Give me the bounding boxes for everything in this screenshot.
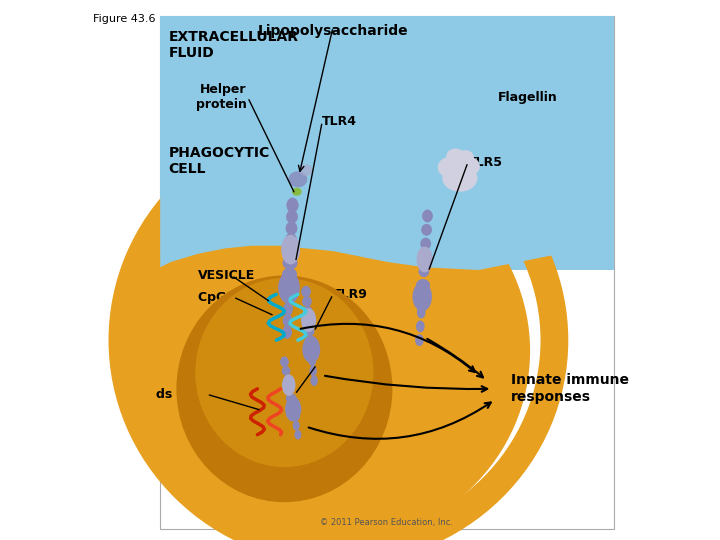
Ellipse shape — [305, 336, 317, 347]
Ellipse shape — [282, 279, 297, 293]
Ellipse shape — [305, 326, 315, 336]
Ellipse shape — [421, 224, 432, 236]
Ellipse shape — [442, 165, 477, 192]
Ellipse shape — [286, 221, 297, 235]
Ellipse shape — [289, 411, 300, 421]
Ellipse shape — [286, 393, 297, 403]
Ellipse shape — [300, 164, 312, 176]
Ellipse shape — [283, 302, 293, 316]
Ellipse shape — [416, 279, 430, 291]
Text: Helper
protein: Helper protein — [196, 83, 246, 111]
Text: Flagellin: Flagellin — [498, 91, 557, 104]
Ellipse shape — [304, 316, 314, 327]
Text: TLR3: TLR3 — [317, 358, 351, 371]
Ellipse shape — [285, 384, 294, 394]
Ellipse shape — [282, 256, 297, 269]
Text: Figure 43.6: Figure 43.6 — [93, 14, 156, 24]
Text: PHAGOCYTIC
CELL: PHAGOCYTIC CELL — [168, 146, 269, 176]
Ellipse shape — [302, 286, 310, 298]
Ellipse shape — [302, 296, 312, 307]
Ellipse shape — [282, 268, 297, 281]
Ellipse shape — [286, 210, 298, 224]
Ellipse shape — [309, 355, 316, 366]
Ellipse shape — [415, 334, 423, 346]
Text: EXTRACELLULAR
FLUID: EXTRACELLULAR FLUID — [168, 30, 298, 60]
Ellipse shape — [287, 198, 299, 212]
Polygon shape — [160, 16, 613, 270]
Ellipse shape — [446, 148, 465, 165]
Text: TLR5: TLR5 — [468, 156, 503, 168]
Ellipse shape — [422, 210, 433, 222]
Text: Innate immune
responses: Innate immune responses — [511, 373, 629, 404]
Ellipse shape — [301, 286, 311, 297]
Ellipse shape — [303, 306, 312, 317]
Ellipse shape — [280, 356, 289, 367]
Ellipse shape — [176, 275, 392, 502]
Ellipse shape — [285, 397, 301, 422]
Ellipse shape — [284, 245, 297, 258]
Ellipse shape — [280, 357, 289, 367]
Ellipse shape — [310, 375, 318, 386]
Ellipse shape — [420, 238, 431, 249]
FancyBboxPatch shape — [160, 16, 613, 529]
Ellipse shape — [310, 366, 317, 376]
Ellipse shape — [416, 320, 425, 332]
Ellipse shape — [287, 198, 299, 213]
Ellipse shape — [287, 402, 298, 412]
Ellipse shape — [284, 291, 294, 304]
Ellipse shape — [423, 210, 432, 222]
Ellipse shape — [282, 374, 295, 396]
Ellipse shape — [438, 157, 461, 178]
Ellipse shape — [289, 171, 307, 187]
Text: © 2011 Pearson Education, Inc.: © 2011 Pearson Education, Inc. — [320, 517, 454, 526]
Ellipse shape — [419, 252, 431, 264]
Ellipse shape — [282, 325, 292, 339]
Ellipse shape — [294, 430, 302, 440]
Ellipse shape — [278, 272, 300, 304]
Text: TLR9: TLR9 — [333, 288, 368, 301]
Ellipse shape — [284, 375, 292, 385]
Ellipse shape — [418, 265, 429, 277]
Ellipse shape — [305, 346, 318, 356]
Ellipse shape — [292, 187, 302, 195]
Ellipse shape — [302, 336, 320, 363]
Ellipse shape — [195, 278, 374, 467]
Ellipse shape — [285, 233, 297, 247]
Ellipse shape — [415, 293, 429, 305]
Text: Lipopolysaccharide: Lipopolysaccharide — [258, 24, 408, 38]
Ellipse shape — [456, 150, 474, 165]
Ellipse shape — [125, 157, 530, 540]
Ellipse shape — [282, 235, 300, 265]
Text: ds RNA: ds RNA — [156, 388, 206, 401]
Ellipse shape — [293, 421, 300, 430]
Ellipse shape — [282, 366, 290, 376]
Text: CpG DNA: CpG DNA — [198, 291, 261, 303]
Ellipse shape — [413, 282, 432, 311]
Ellipse shape — [417, 307, 426, 319]
Ellipse shape — [301, 308, 316, 332]
Polygon shape — [160, 16, 613, 270]
Ellipse shape — [417, 246, 433, 272]
Text: TLR4: TLR4 — [323, 115, 357, 128]
Ellipse shape — [283, 314, 292, 327]
Text: VESICLE: VESICLE — [198, 269, 256, 282]
Ellipse shape — [459, 157, 480, 176]
